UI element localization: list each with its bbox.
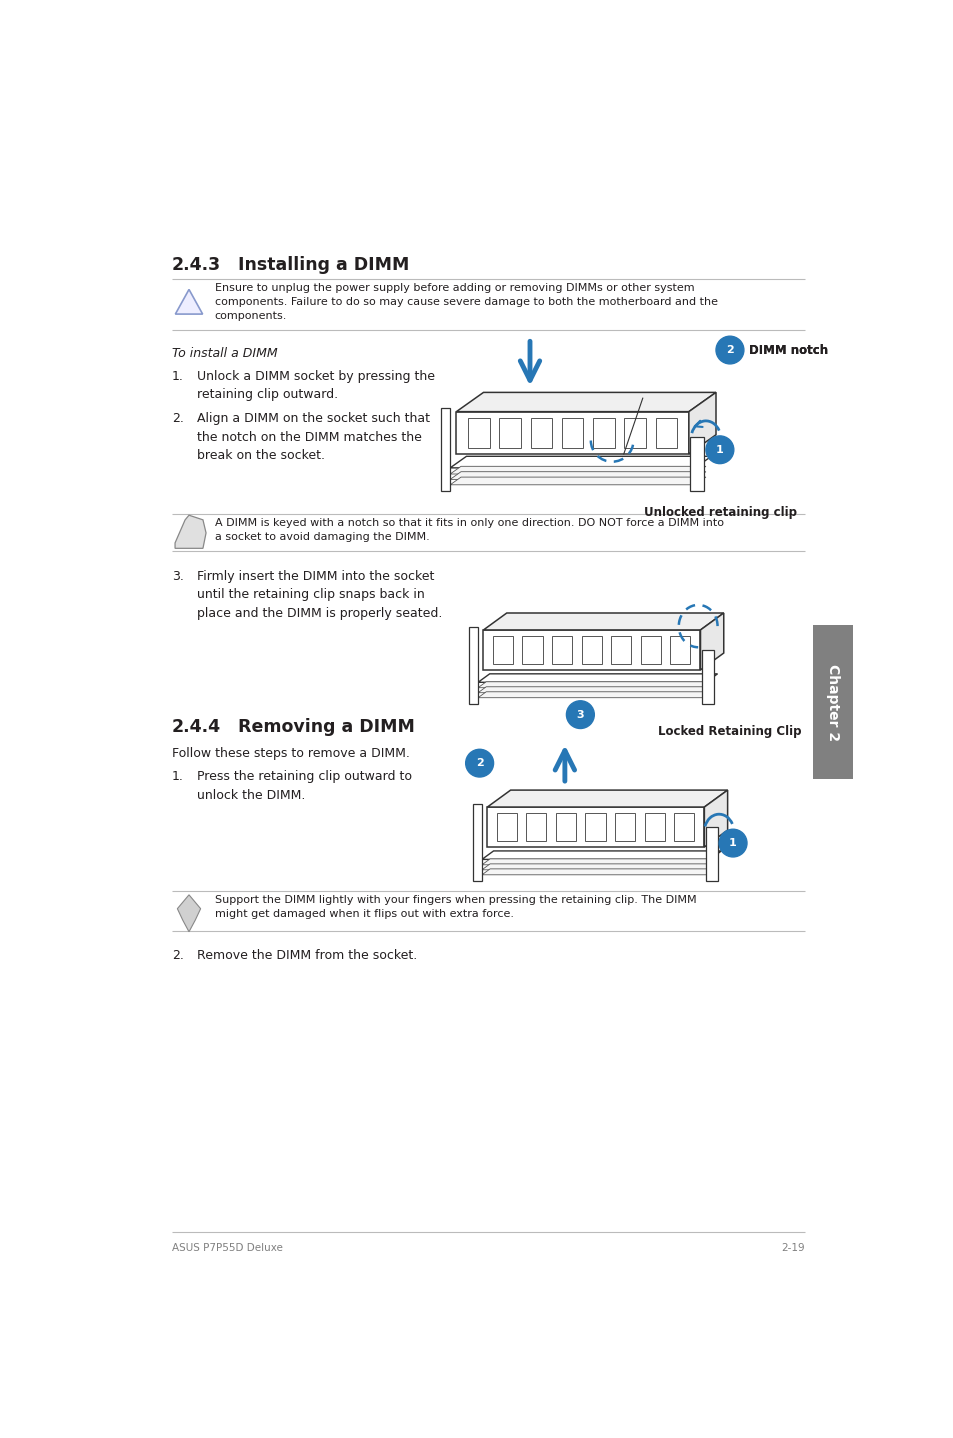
Text: DIMM notch: DIMM notch (748, 344, 827, 357)
Bar (497, 812, 517, 841)
Text: A DIMM is keyed with a notch so that it fits in only one direction. DO NOT force: A DIMM is keyed with a notch so that it … (214, 518, 722, 542)
Bar (611, 636, 631, 664)
Polygon shape (450, 477, 705, 485)
Text: 1.: 1. (172, 370, 184, 383)
Bar (615, 812, 635, 841)
Text: DIMM notch: DIMM notch (748, 344, 827, 357)
Bar (530, 417, 552, 449)
Polygon shape (481, 864, 718, 870)
Polygon shape (477, 682, 713, 687)
Text: Firmly insert the DIMM into the socket
until the retaining clip snaps back in
pl: Firmly insert the DIMM into the socket u… (196, 569, 441, 620)
Bar (585, 812, 605, 841)
FancyBboxPatch shape (812, 626, 852, 779)
Text: 2: 2 (725, 345, 733, 355)
Polygon shape (450, 456, 711, 467)
Bar (644, 812, 664, 841)
Circle shape (705, 436, 733, 463)
Text: Remove the DIMM from the socket.: Remove the DIMM from the socket. (196, 949, 416, 962)
Text: Installing a DIMM: Installing a DIMM (237, 256, 409, 273)
Text: 2: 2 (476, 758, 483, 768)
Bar (498, 417, 520, 449)
Bar (670, 636, 690, 664)
Polygon shape (487, 789, 727, 807)
Polygon shape (477, 674, 717, 682)
Text: Ensure to unplug the power supply before adding or removing DIMMs or other syste: Ensure to unplug the power supply before… (214, 283, 717, 322)
Bar (561, 417, 583, 449)
Polygon shape (450, 466, 705, 475)
Text: Unlock a DIMM socket by pressing the
retaining clip outward.: Unlock a DIMM socket by pressing the ret… (196, 370, 435, 401)
Bar (522, 636, 542, 664)
Circle shape (716, 336, 743, 364)
Text: Follow these steps to remove a DIMM.: Follow these steps to remove a DIMM. (172, 746, 410, 759)
Text: 2.: 2. (172, 949, 184, 962)
Circle shape (719, 830, 746, 857)
Bar (556, 812, 576, 841)
Text: 1: 1 (728, 838, 736, 848)
Polygon shape (483, 613, 723, 630)
Bar (493, 636, 513, 664)
Text: Align a DIMM on the socket such that
the notch on the DIMM matches the
break on : Align a DIMM on the socket such that the… (196, 413, 429, 462)
Polygon shape (477, 687, 713, 693)
Polygon shape (440, 408, 450, 490)
Text: Support the DIMM lightly with your fingers when pressing the retaining clip. The: Support the DIMM lightly with your finge… (214, 894, 696, 919)
Text: Locked Retaining Clip: Locked Retaining Clip (657, 725, 801, 739)
Polygon shape (177, 894, 200, 932)
Text: 3.: 3. (172, 569, 184, 582)
Circle shape (465, 749, 493, 777)
Polygon shape (700, 613, 723, 670)
Text: 3: 3 (576, 709, 583, 719)
Bar (468, 417, 489, 449)
Text: 2.: 2. (172, 413, 184, 426)
Text: 2-19: 2-19 (781, 1242, 804, 1252)
Bar (640, 636, 660, 664)
Text: Chapter 2: Chapter 2 (825, 664, 840, 741)
Text: 2.4.4: 2.4.4 (172, 718, 221, 736)
Polygon shape (688, 393, 716, 454)
Bar (581, 636, 601, 664)
Bar (655, 417, 677, 449)
Text: Removing a DIMM: Removing a DIMM (237, 718, 415, 736)
Polygon shape (456, 411, 688, 454)
Polygon shape (450, 472, 705, 479)
Polygon shape (468, 627, 477, 703)
Text: 1: 1 (716, 444, 723, 454)
Text: 2.4.3: 2.4.3 (172, 256, 221, 273)
Text: 1.: 1. (172, 771, 184, 784)
Polygon shape (703, 789, 727, 847)
Polygon shape (705, 827, 718, 881)
Text: Unlocked retaining clip: Unlocked retaining clip (643, 506, 797, 519)
Bar (674, 812, 694, 841)
Polygon shape (481, 858, 718, 864)
Polygon shape (481, 851, 720, 860)
Text: ASUS P7P55D Deluxe: ASUS P7P55D Deluxe (172, 1242, 282, 1252)
Polygon shape (701, 650, 714, 703)
Polygon shape (175, 289, 202, 313)
Polygon shape (483, 630, 700, 670)
Text: !: ! (186, 302, 192, 312)
Text: To install a DIMM: To install a DIMM (172, 347, 277, 360)
Polygon shape (477, 692, 713, 697)
Circle shape (566, 700, 594, 729)
Text: Press the retaining clip outward to
unlock the DIMM.: Press the retaining clip outward to unlo… (196, 771, 412, 801)
Polygon shape (472, 804, 481, 881)
Polygon shape (456, 393, 716, 411)
Polygon shape (481, 869, 718, 874)
Polygon shape (690, 437, 703, 490)
Polygon shape (487, 807, 703, 847)
Bar (526, 812, 546, 841)
Bar (552, 636, 572, 664)
Polygon shape (174, 515, 206, 548)
Bar (593, 417, 614, 449)
Bar (623, 417, 645, 449)
